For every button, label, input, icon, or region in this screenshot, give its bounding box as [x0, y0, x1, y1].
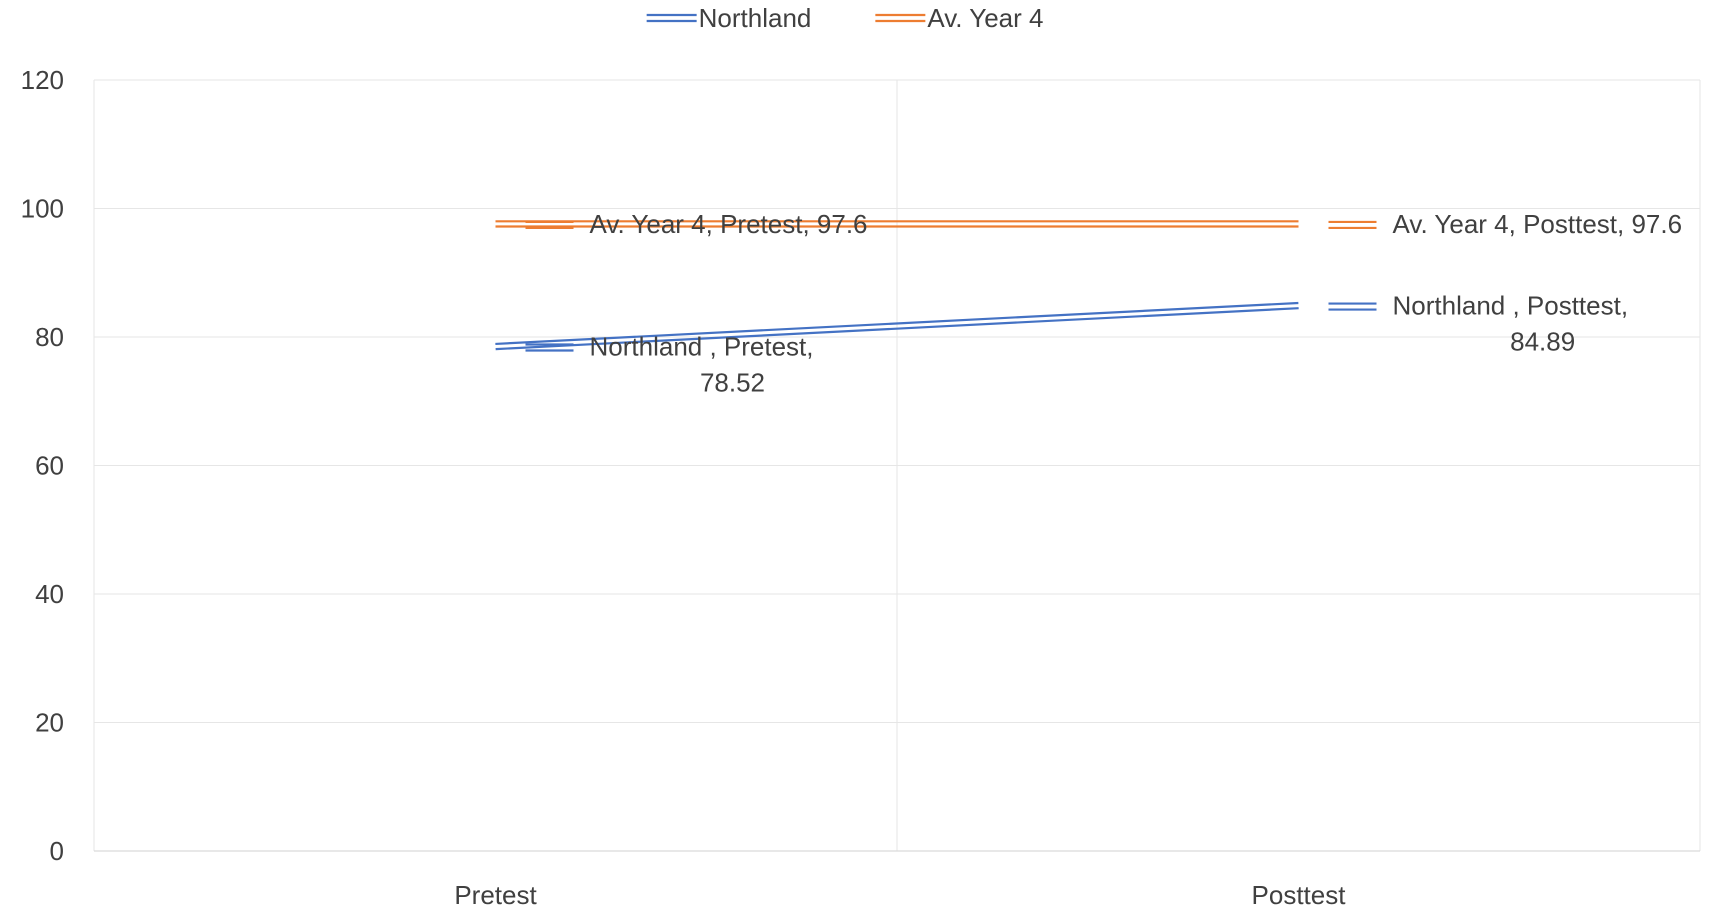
y-tick-label-120: 120 — [21, 65, 64, 95]
data-label-northland-pretest: Northland , Pretest, 78.52 — [525, 332, 814, 398]
series-line-northland-segment-0-stroke-a — [495, 307, 1299, 351]
legend-label-northland: Northland — [699, 3, 812, 33]
y-tick-label-40: 40 — [35, 579, 64, 609]
y-tick-label-80: 80 — [35, 322, 64, 352]
y-tick-label-20: 20 — [35, 708, 64, 738]
tick-labels: 0 20 40 60 80 100 120 Pretest Posttest — [21, 65, 1347, 907]
series-line-av-year-4-segment-0 — [495, 220, 1299, 228]
legend-label-av-year-4: Av. Year 4 — [927, 3, 1043, 33]
data-label-text-line-0: Northland , Posttest, — [1393, 291, 1629, 321]
data-label-av-year-4-pretest: Av. Year 4, Pretest, 97.6 — [525, 209, 868, 239]
data-label-text-line-1: 78.52 — [700, 368, 765, 398]
x-tick-label-pretest: Pretest — [454, 880, 537, 907]
y-tick-label-100: 100 — [21, 194, 64, 224]
series-line-northland-segment-0 — [495, 301, 1299, 351]
data-label-text-line-0: Northland , Pretest, — [590, 332, 814, 362]
x-tick-label-posttest: Posttest — [1252, 880, 1347, 907]
gridlines — [93, 79, 1701, 851]
series-line-northland-segment-0-stroke-b — [495, 301, 1299, 346]
data-label-northland-posttest: Northland , Posttest, 84.89 — [1328, 291, 1629, 357]
data-label-av-year-4-posttest: Av. Year 4, Posttest, 97.6 — [1328, 209, 1683, 239]
data-label-text-line-1: 84.89 — [1510, 327, 1575, 357]
series-lines — [495, 220, 1299, 351]
y-tick-label-60: 60 — [35, 451, 64, 481]
data-label-text-line-0: Av. Year 4, Posttest, 97.6 — [1393, 209, 1683, 239]
legend-item-av-year-4: Av. Year 4 — [875, 3, 1043, 33]
legend: Northland Av. Year 4 — [646, 3, 1043, 33]
y-tick-label-0: 0 — [50, 836, 64, 866]
data-labels: Northland , Pretest, 78.52 Northland , Pos… — [525, 209, 1683, 398]
legend-item-northland: Northland — [646, 3, 812, 33]
data-label-text-line-0: Av. Year 4, Pretest, 97.6 — [590, 209, 868, 239]
